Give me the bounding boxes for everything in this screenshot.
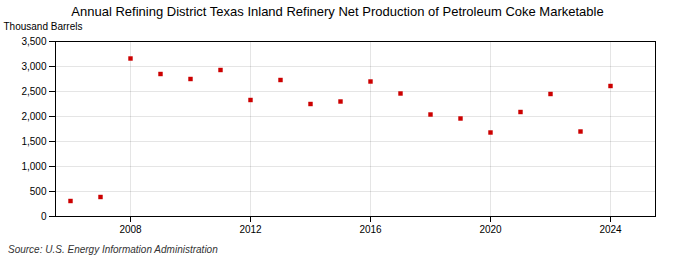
svg-text:0: 0 bbox=[41, 211, 47, 222]
svg-text:2008: 2008 bbox=[119, 224, 142, 235]
html-text:Annual Refining District Texas: Annual Refining District Texas Inland Re… bbox=[71, 4, 604, 19]
svg-text:500: 500 bbox=[30, 186, 47, 197]
svg-text:Thousand Barrels: Thousand Barrels bbox=[4, 21, 83, 32]
svg-text:3,000: 3,000 bbox=[21, 61, 46, 72]
svg-text:3,500: 3,500 bbox=[21, 36, 46, 47]
svg-text:1,000: 1,000 bbox=[21, 161, 46, 172]
html-text:Source: U.S. Energy Informatio: Source: U.S. Energy Information Administ… bbox=[8, 244, 218, 255]
svg-text:2,000: 2,000 bbox=[21, 111, 46, 122]
svg-text:2024: 2024 bbox=[599, 224, 622, 235]
svg-text:2012: 2012 bbox=[239, 224, 262, 235]
svg-text:2,500: 2,500 bbox=[21, 86, 46, 97]
svg-text:2020: 2020 bbox=[479, 224, 502, 235]
svg-text:1,500: 1,500 bbox=[21, 136, 46, 147]
svg-text:2016: 2016 bbox=[359, 224, 382, 235]
